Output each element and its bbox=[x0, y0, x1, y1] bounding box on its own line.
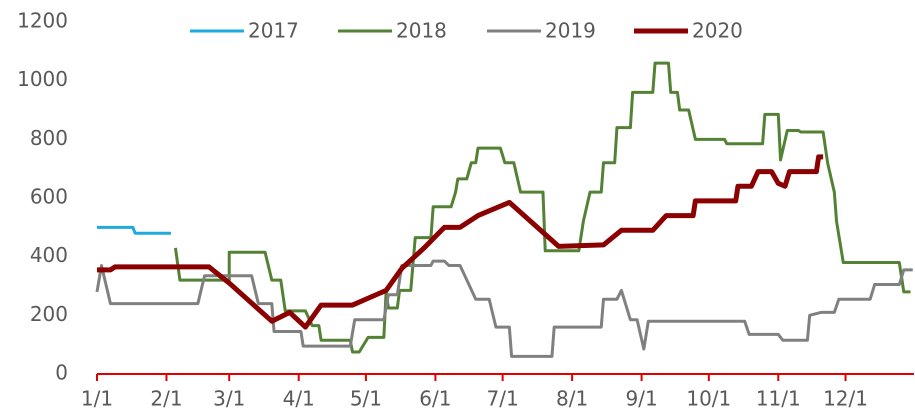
series-line bbox=[97, 225, 171, 235]
y-tick-label: 600 bbox=[30, 185, 68, 209]
series-line bbox=[173, 61, 911, 354]
x-tick-label: 7/1 bbox=[487, 387, 519, 411]
legend-label: 2017 bbox=[248, 19, 299, 43]
x-tick-label: 6/1 bbox=[419, 387, 451, 411]
series-line bbox=[97, 154, 824, 330]
y-tick-label: 800 bbox=[30, 126, 68, 150]
x-tick-label: 1/1 bbox=[81, 387, 113, 411]
y-tick-label: 1000 bbox=[17, 67, 68, 91]
x-tick-label: 9/1 bbox=[625, 387, 657, 411]
y-tick-label: 400 bbox=[30, 243, 68, 267]
x-tick-label: 10/1 bbox=[686, 387, 731, 411]
x-tick-label: 4/1 bbox=[283, 387, 315, 411]
y-tick-label: 200 bbox=[30, 302, 68, 326]
legend-label: 2019 bbox=[545, 19, 596, 43]
x-tick-label: 3/1 bbox=[213, 387, 245, 411]
x-tick-label: 11/1 bbox=[756, 387, 801, 411]
y-tick-label: 0 bbox=[55, 361, 68, 385]
y-tick-label: 1200 bbox=[17, 9, 68, 33]
legend-label: 2018 bbox=[396, 19, 447, 43]
series-line bbox=[95, 259, 913, 358]
legend-label: 2020 bbox=[692, 19, 743, 43]
x-tick-label: 8/1 bbox=[556, 387, 588, 411]
x-tick-label: 12/1 bbox=[823, 387, 868, 411]
x-tick-label: 2/1 bbox=[150, 387, 182, 411]
x-tick-label: 5/1 bbox=[350, 387, 382, 411]
